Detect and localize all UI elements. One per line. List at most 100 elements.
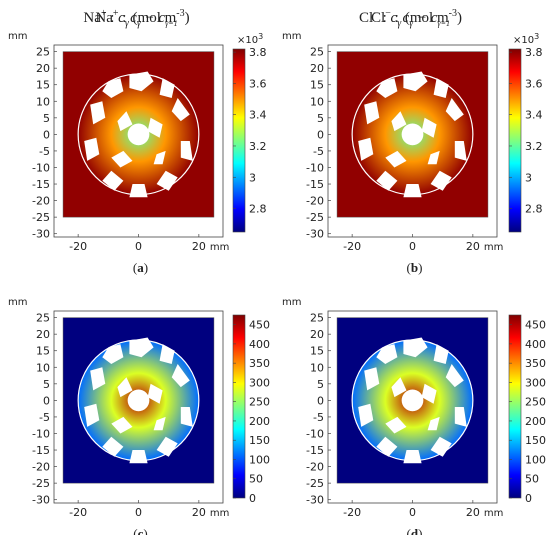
disc-outline [77,73,200,196]
pore-hole [147,117,163,138]
y-tick-label: 25 [36,312,50,325]
y-unit-label: mm [8,31,27,42]
y-tick-label: -30 [32,228,50,241]
colorbar-multiplier: ×103 [513,32,539,46]
colorbar [508,48,522,233]
pore-hole [102,170,124,191]
y-tick-label: 20 [36,62,50,75]
colorbar-tick-label: 0 [249,492,256,505]
pore-hole [427,416,440,431]
colorbar [508,314,522,499]
caption-paren: ) [143,526,147,535]
pore-hole [430,436,452,457]
central-pore [401,123,424,146]
disc-outline [351,73,474,196]
caption-letter: a [137,260,144,275]
y-tick-label: 20 [36,328,50,341]
y-tick-label: -20 [32,461,50,474]
colorbar-tick-label: 0 [525,492,532,505]
pore-hole [376,436,398,457]
colorbar-tick-label: 50 [525,473,539,486]
colorbar-tick-label: 2.8 [249,203,267,216]
pore-hole [376,170,398,191]
y-tick-label: -30 [32,494,50,507]
y-tick-label: 15 [36,79,50,92]
central-pore [127,123,150,146]
pore-hole [90,101,106,125]
subtraction-subscript: γ=1 [165,19,178,28]
panel-title: Cl− : cγ (mol m-3) [359,8,462,29]
caption-paren: ( [407,260,411,275]
x-unit-label: mm [484,242,503,253]
title-colon: : [391,10,403,26]
colorbar-tick-label: 3.4 [249,109,267,122]
colorbar-tick-label: 3.2 [525,140,543,153]
chart-panel-a: Na+ : cγ (mol m-3)mm2520151050-5-10-15-2… [8,8,267,275]
y-tick-label: 5 [43,378,50,391]
disc-outline [77,339,200,462]
pore-hole [445,364,464,388]
x-tick-label: -20 [343,506,361,519]
panel-title: Na+ : cγ − cγ=1 [95,8,177,29]
pore-hole [430,170,452,191]
x-tick-label: 20 [192,240,206,253]
x-tick-label: 20 [466,506,480,519]
pore-hole [147,383,163,404]
minus-term: − c [141,10,166,26]
panel-caption: (b) [407,260,423,275]
colorbar-tick-label: 400 [249,338,270,351]
caption-letter: d [411,526,419,535]
colorbar-tick-label: 150 [249,434,270,447]
y-tick-label: -10 [306,161,324,174]
x-unit-label: mm [210,508,229,519]
y-tick-label: 10 [310,95,324,108]
y-unit-label: mm [8,297,27,308]
y-tick-label: -25 [306,477,324,490]
colorbar-tick-label: 250 [525,396,546,409]
y-tick-label: 20 [310,328,324,341]
ion-symbol: Na [95,10,113,26]
colorbar-tick-label: 150 [525,434,546,447]
y-tick-label: -10 [32,427,50,440]
y-tick-label: 5 [43,112,50,125]
units: (mol m [133,10,177,26]
pore-hole [129,337,154,358]
colorbar-tick-label: 3.8 [249,46,267,59]
y-tick-label: -15 [32,444,50,457]
pore-hole [84,137,100,161]
y-tick-label: -30 [306,228,324,241]
multiplier-exponent: 3 [258,32,263,41]
colorbar-tick-label: 100 [249,453,270,466]
units-exponent: -3 [449,8,457,19]
concentration-symbol: c [391,10,398,26]
y-tick-label: -20 [306,461,324,474]
colorbar-tick-label: 400 [525,338,546,351]
y-tick-label: -25 [306,211,324,224]
y-tick-label: -15 [32,178,50,191]
pore-hole [129,71,154,92]
x-tick-label: 20 [466,240,480,253]
x-unit-label: mm [484,508,503,519]
y-tick-label: 25 [36,46,50,59]
pore-hole [403,184,422,198]
colorbar-tick-label: 250 [249,396,270,409]
ion-charge: − [373,8,379,19]
colorbar-tick-label: 3.2 [249,140,267,153]
multiplier-base: ×10 [513,35,534,46]
colorbar [232,48,246,233]
title-colon: : [119,10,131,26]
units: (mol m [405,10,449,26]
concentration-subscript: γ [409,18,414,29]
colorbar [232,314,246,499]
colorbar-tick-label: 450 [249,319,270,332]
panel-caption: (c) [133,526,147,535]
caption-letter: c [138,526,144,535]
units-close: ) [457,10,462,26]
y-tick-label: -15 [306,444,324,457]
colorbar-multiplier: ×103 [237,32,263,46]
x-unit-label: mm [210,242,229,253]
caption-paren: ) [144,260,148,275]
pore-hole [102,436,124,457]
colorbar-tick-label: 3.6 [249,77,267,90]
pore-hole [171,98,190,122]
